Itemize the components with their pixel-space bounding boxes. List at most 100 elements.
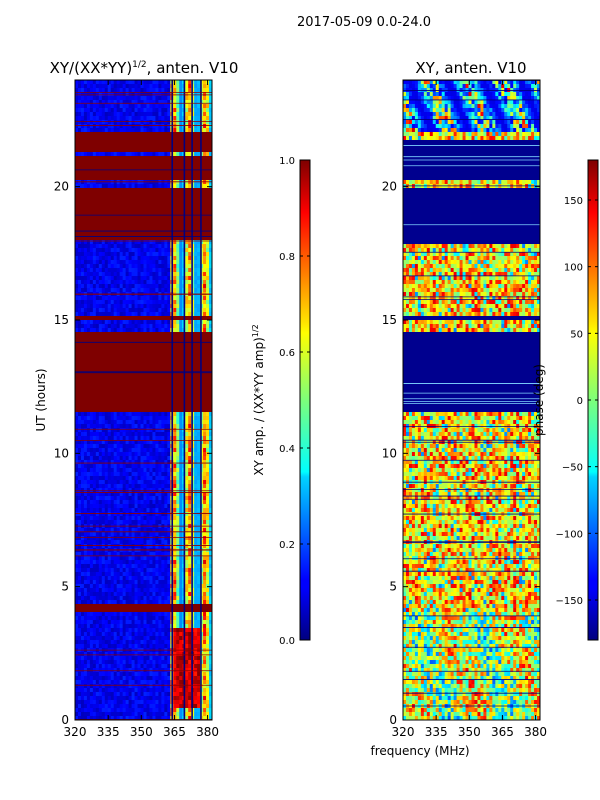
left-heatmap-cell <box>92 128 97 133</box>
left-heatmap-cell <box>83 628 88 633</box>
left-heatmap-cell <box>155 288 159 293</box>
left-heatmap-cell <box>83 640 88 645</box>
left-heatmap-cell <box>98 448 103 453</box>
left-heatmap-cell <box>206 128 210 133</box>
left-heatmap-cell <box>173 636 177 641</box>
left-heatmap-cell <box>107 92 112 97</box>
left-heatmap-cell <box>80 556 85 561</box>
left-heatmap-cell <box>194 152 198 157</box>
left-heatmap-cell <box>134 440 139 445</box>
left-heatmap-cell <box>137 568 142 573</box>
left-heatmap-cell <box>122 312 127 317</box>
left-heatmap-cell <box>125 280 130 285</box>
left-heatmap-cell <box>176 416 180 421</box>
left-heatmap-cell <box>75 272 79 277</box>
left-heatmap-cell <box>122 92 127 97</box>
left-heatmap-cell <box>110 412 115 417</box>
left-heatmap-cell <box>113 300 118 305</box>
left-heatmap-cell <box>98 572 103 577</box>
left-heatmap-cell <box>197 252 201 257</box>
left-heatmap-cell <box>98 636 103 641</box>
left-heatmap-cell <box>131 644 136 649</box>
left-heatmap-cell <box>113 116 118 121</box>
left-heatmap-cell <box>104 620 109 625</box>
left-heatmap-cell <box>194 416 198 421</box>
left-heatmap-cell <box>206 328 210 333</box>
left-heatmap-cell <box>137 84 142 89</box>
left-heatmap-cell <box>140 496 145 501</box>
left-heatmap-cell <box>104 272 109 277</box>
left-heatmap-cell <box>209 256 212 261</box>
left-heatmap-cell <box>116 580 121 585</box>
left-heatmap-cell <box>122 296 127 301</box>
left-heatmap-cell <box>128 624 133 629</box>
left-heatmap-cell <box>89 696 94 701</box>
left-heatmap-cell <box>206 312 210 317</box>
left-heatmap-cell <box>185 640 189 645</box>
left-heatmap-cell <box>128 460 133 465</box>
left-heatmap-cell <box>92 652 97 657</box>
left-heatmap-cell <box>209 424 212 429</box>
left-heatmap-cell <box>125 536 130 541</box>
left-heatmap-cell <box>179 560 183 565</box>
left-heatmap-cell <box>146 652 151 657</box>
left-heatmap-cell <box>125 244 130 249</box>
left-heatmap-cell <box>194 476 198 481</box>
left-heatmap-cell <box>86 696 91 701</box>
left-heatmap-cell <box>101 420 106 425</box>
left-heatmap-cell <box>80 676 85 681</box>
left-heatmap-cell <box>200 588 204 593</box>
left-heatmap-cell <box>75 544 79 549</box>
left-heatmap-cell <box>113 260 118 265</box>
left-heatmap-cell <box>149 100 154 105</box>
left-heatmap-cell <box>83 528 88 533</box>
left-heatmap-cell <box>143 440 148 445</box>
left-heatmap-cell <box>92 420 97 425</box>
left-heatmap-cell <box>75 348 212 353</box>
left-heatmap-cell <box>176 520 180 525</box>
left-heatmap-cell <box>167 568 171 573</box>
left-heatmap-cell <box>176 264 180 269</box>
left-heatmap-cell <box>164 660 168 665</box>
left-heatmap-cell <box>131 312 136 317</box>
left-heatmap-cell <box>110 184 115 189</box>
left-heatmap-cell <box>119 252 124 257</box>
left-heatmap-cell <box>164 588 168 593</box>
left-heatmap-cell <box>92 512 97 517</box>
left-heatmap-cell <box>116 448 121 453</box>
left-heatmap-cell <box>188 180 192 185</box>
left-heatmap-cell <box>110 536 115 541</box>
left-heatmap-cell <box>75 376 212 381</box>
left-heatmap-cell <box>122 448 127 453</box>
left-heatmap-cell <box>104 476 109 481</box>
left-heatmap-cell <box>92 260 97 265</box>
left-heatmap-cell <box>179 672 183 677</box>
left-heatmap-cell <box>86 616 91 621</box>
left-heatmap-cell <box>75 456 79 461</box>
left-heatmap-cell <box>176 412 180 417</box>
left-heatmap-cell <box>134 444 139 449</box>
left-heatmap-cell <box>116 464 121 469</box>
left-heatmap-cell <box>173 268 177 273</box>
left-heatmap-cell <box>92 464 97 469</box>
left-heatmap-cell <box>80 324 85 329</box>
left-heatmap-cell <box>98 476 103 481</box>
left-heatmap-cell <box>197 328 201 333</box>
left-heatmap-cell <box>191 108 195 113</box>
left-heatmap-cell <box>161 248 165 253</box>
left-heatmap-cell <box>158 644 162 649</box>
left-heatmap-cell <box>197 108 201 113</box>
left-heatmap-cell <box>131 296 136 301</box>
left-heatmap-cell <box>161 572 165 577</box>
left-heatmap-cell <box>194 472 198 477</box>
left-heatmap-cell <box>95 664 100 669</box>
left-heatmap-cell <box>119 488 124 493</box>
left-heatmap-cell <box>107 324 112 329</box>
left-heatmap-cell <box>206 272 210 277</box>
left-heatmap-cell <box>140 568 145 573</box>
left-heatmap-cell <box>75 144 212 149</box>
left-heatmap-cell <box>77 272 82 277</box>
left-heatmap-cell <box>83 180 88 185</box>
left-heatmap-cell <box>161 644 165 649</box>
left-heatmap-cell <box>137 152 142 157</box>
